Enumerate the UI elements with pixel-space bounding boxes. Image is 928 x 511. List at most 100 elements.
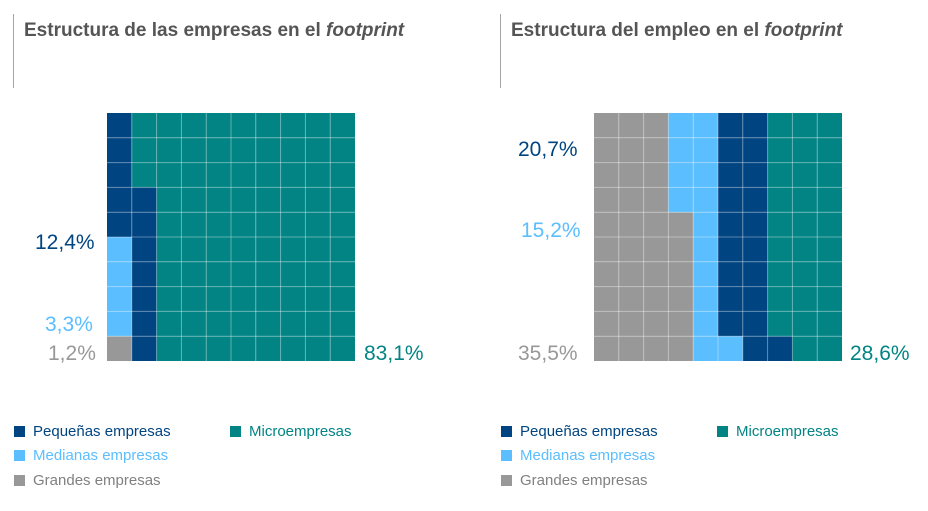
right-legend-micro: Microempresas xyxy=(717,423,839,440)
legend-swatch xyxy=(14,426,25,437)
right-waffle-cell-grandes xyxy=(643,286,669,312)
right-waffle-cell-micro xyxy=(792,187,818,213)
left-waffle-cell-micro xyxy=(206,137,231,163)
right-waffle-cell-micro xyxy=(817,311,842,337)
right-waffle-cell-medianas xyxy=(693,162,718,188)
right-waffle-cell-pequenas xyxy=(718,187,743,213)
left-label-pequenas: 12,4% xyxy=(35,231,95,254)
left-waffle-cell-micro xyxy=(131,137,157,163)
right-waffle-cell-pequenas xyxy=(742,113,768,138)
right-waffle-cell-medianas xyxy=(693,137,718,163)
right-waffle-cell-micro xyxy=(792,261,818,287)
left-waffle-cell-micro xyxy=(206,336,231,361)
right-waffle-cell-grandes xyxy=(594,286,619,312)
left-waffle-cell-pequenas xyxy=(131,311,157,337)
right-waffle-cell-grandes xyxy=(668,212,694,237)
left-waffle-cell-pequenas xyxy=(107,162,132,188)
left-waffle-cell-micro xyxy=(280,261,306,287)
right-waffle-cell-micro xyxy=(767,162,793,188)
right-waffle-cell-grandes xyxy=(668,261,694,287)
left-waffle-cell-micro xyxy=(305,187,331,213)
left-waffle-cell-pequenas xyxy=(131,336,157,361)
legend-swatch xyxy=(14,475,25,486)
left-waffle-cell-pequenas xyxy=(131,237,157,262)
right-legend-pequenas: Pequeñas empresas xyxy=(501,423,658,440)
left-waffle-cell-micro xyxy=(330,261,355,287)
left-waffle-cell-micro xyxy=(305,311,331,337)
left-waffle-cell-micro xyxy=(305,286,331,312)
right-waffle-cell-medianas xyxy=(693,261,718,287)
left-waffle-cell-micro xyxy=(330,162,355,188)
left-label-micro: 83,1% xyxy=(364,342,424,365)
left-waffle-cell-micro xyxy=(255,237,281,262)
right-waffle-cell-pequenas xyxy=(718,286,743,312)
right-waffle-cell-pequenas xyxy=(742,261,768,287)
right-waffle-cell-medianas xyxy=(668,162,694,188)
left-waffle-cell-micro xyxy=(181,311,207,337)
left-waffle-cell-micro xyxy=(280,137,306,163)
right-waffle-cell-medianas xyxy=(668,137,694,163)
right-legend-grandes: Grandes empresas xyxy=(501,472,648,489)
right-waffle-cell-micro xyxy=(767,286,793,312)
right-waffle-cell-grandes xyxy=(643,237,669,262)
right-title-divider xyxy=(500,14,501,88)
left-waffle-cell-micro xyxy=(305,137,331,163)
left-waffle-cell-micro xyxy=(206,261,231,287)
right-waffle-cell-grandes xyxy=(594,212,619,237)
left-waffle-cell-pequenas xyxy=(131,187,157,213)
right-waffle-cell-micro xyxy=(817,261,842,287)
right-waffle-cell-micro xyxy=(792,311,818,337)
left-waffle-cell-micro xyxy=(255,212,281,237)
left-waffle-cell-pequenas xyxy=(107,187,132,213)
right-waffle-cell-micro xyxy=(792,286,818,312)
left-waffle-cell-micro xyxy=(255,187,281,213)
left-waffle-cell-micro xyxy=(231,187,256,213)
right-waffle-cell-grandes xyxy=(618,187,644,213)
right-waffle-cell-medianas xyxy=(693,311,718,337)
left-waffle-cell-micro xyxy=(330,237,355,262)
right-waffle-cell-micro xyxy=(792,137,818,163)
right-waffle-cell-pequenas xyxy=(742,286,768,312)
right-waffle-cell-micro xyxy=(767,261,793,287)
right-waffle-cell-micro xyxy=(792,336,818,361)
left-waffle-cell-micro xyxy=(156,113,182,138)
left-waffle-cell-micro xyxy=(255,137,281,163)
left-waffle-cell-micro xyxy=(255,336,281,361)
right-waffle-cell-grandes xyxy=(643,113,669,138)
right-waffle-cell-grandes xyxy=(643,212,669,237)
left-waffle-cell-medianas xyxy=(107,311,132,337)
right-waffle-cell-grandes xyxy=(618,336,644,361)
left-waffle-cell-micro xyxy=(255,261,281,287)
right-waffle-cell-grandes xyxy=(668,286,694,312)
right-waffle-cell-grandes xyxy=(594,162,619,188)
left-waffle-cell-micro xyxy=(181,113,207,138)
right-waffle-cell-grandes xyxy=(643,311,669,337)
left-waffle-cell-micro xyxy=(255,162,281,188)
right-legend-medianas: Medianas empresas xyxy=(501,447,655,464)
right-waffle-cell-grandes xyxy=(618,286,644,312)
left-legend-micro: Microempresas xyxy=(230,423,352,440)
right-waffle-cell-medianas xyxy=(693,237,718,262)
right-waffle-cell-grandes xyxy=(594,187,619,213)
right-waffle-cell-micro xyxy=(817,212,842,237)
right-waffle-cell-pequenas xyxy=(718,162,743,188)
right-waffle-cell-grandes xyxy=(594,137,619,163)
left-waffle-cell-micro xyxy=(330,137,355,163)
left-waffle-cell-micro xyxy=(330,311,355,337)
right-waffle-cell-pequenas xyxy=(718,113,743,138)
left-waffle-cell-micro xyxy=(280,212,306,237)
right-waffle-cell-pequenas xyxy=(718,261,743,287)
right-waffle-cell-micro xyxy=(792,237,818,262)
legend-label: Pequeñas empresas xyxy=(33,423,171,440)
legend-swatch xyxy=(501,475,512,486)
left-waffle-cell-micro xyxy=(330,113,355,138)
right-waffle-cell-micro xyxy=(767,113,793,138)
right-waffle-cell-pequenas xyxy=(742,187,768,213)
right-waffle-cell-micro xyxy=(817,137,842,163)
right-waffle-cell-grandes xyxy=(618,237,644,262)
right-waffle-cell-micro xyxy=(767,187,793,213)
right-waffle-cell-grandes xyxy=(668,237,694,262)
left-waffle-cell-micro xyxy=(330,187,355,213)
left-waffle-cell-micro xyxy=(181,286,207,312)
